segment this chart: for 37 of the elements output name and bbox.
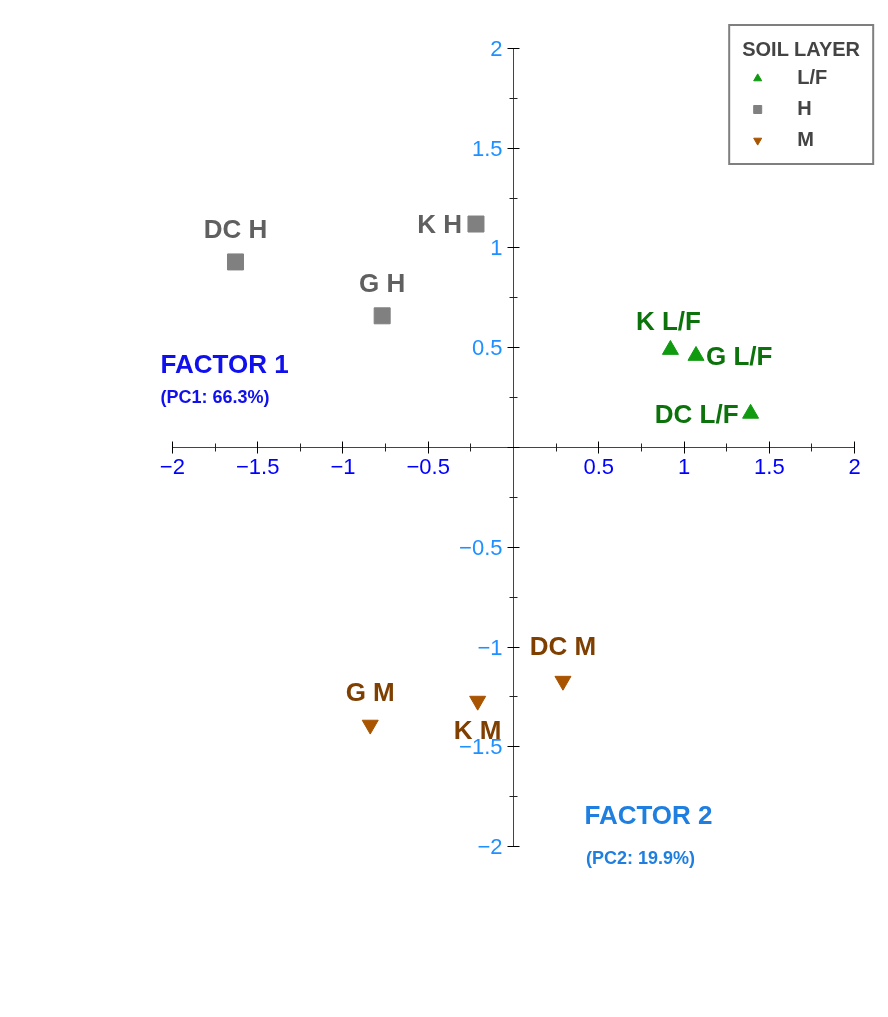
x-axis-title: FACTOR 1 — [160, 348, 289, 379]
annotation: G M — [345, 676, 395, 707]
x-tick-label: 0.5 — [583, 453, 615, 479]
legend-title: SOIL LAYER — [742, 38, 860, 61]
y-tick-label: −1 — [477, 634, 503, 660]
annotation: DC H — [203, 213, 268, 244]
point — [226, 253, 244, 271]
annotation: DC M — [529, 630, 597, 661]
annotation: K L/F — [635, 305, 701, 336]
point — [467, 215, 485, 233]
y-axis-title: FACTOR 2 — [584, 799, 713, 830]
point — [373, 307, 391, 325]
text: (PC2: 19.9%) — [585, 847, 696, 868]
x-tick-label: −2 — [159, 453, 185, 479]
x-tick-label: 1.5 — [754, 453, 785, 479]
x-tick-label: 2 — [848, 453, 861, 479]
y-tick-label: −2 — [477, 834, 503, 860]
y-tick-label: −0.5 — [459, 534, 503, 560]
y-tick-label: 2 — [490, 35, 503, 61]
annotation: K H — [417, 209, 462, 240]
annotation: (PC1: 66.3%) — [160, 386, 270, 407]
x-tick-label: −0.5 — [406, 453, 450, 479]
point — [469, 695, 487, 711]
point — [361, 719, 379, 735]
y-tick-label: 1 — [490, 235, 503, 261]
legend-label: L/F — [797, 66, 828, 89]
y-tick-label: 0.5 — [471, 335, 503, 361]
x-tick-label: −1.5 — [235, 453, 280, 479]
x-tick-label: −1 — [330, 453, 356, 479]
point — [554, 675, 572, 691]
x-tick-label: 1 — [677, 453, 691, 479]
y-tick-label: 1.5 — [471, 135, 503, 161]
annotation: G H — [359, 267, 406, 298]
annotation: DC L/F — [654, 398, 739, 429]
legend-label: M — [797, 128, 815, 151]
annotation: G L/F — [706, 340, 773, 371]
legend-label: H — [797, 97, 813, 120]
